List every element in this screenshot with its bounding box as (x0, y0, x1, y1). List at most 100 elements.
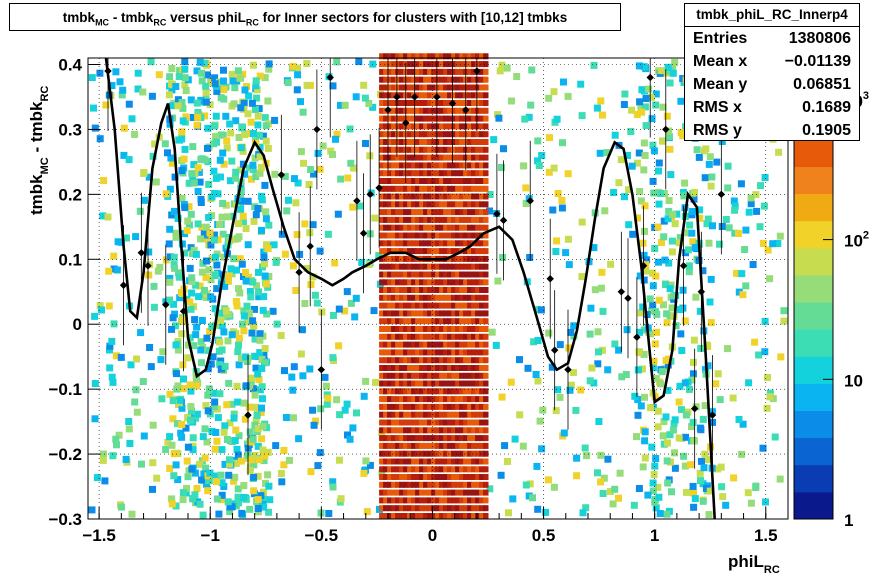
heatmap-cell (383, 255, 389, 262)
heatmap-cell (415, 263, 421, 270)
heatmap-cell (423, 115, 429, 122)
heatmap-cell (387, 294, 393, 301)
heatmap-cell (166, 296, 174, 304)
heatmap-cell (656, 510, 664, 517)
heatmap-cell (204, 407, 212, 415)
heatmap-cell (399, 481, 405, 488)
heatmap-cell (395, 263, 401, 270)
heatmap-cell (443, 403, 449, 410)
heatmap-cell (383, 53, 389, 60)
heatmap-cell (169, 314, 177, 322)
heatmap-cell (251, 452, 259, 459)
heatmap-cell (435, 84, 441, 91)
heatmap-cell (479, 326, 485, 332)
heatmap-cell (383, 279, 389, 286)
heatmap-cell (407, 287, 413, 293)
heatmap-cell (479, 513, 485, 519)
heatmap-cell (403, 419, 409, 426)
heatmap-cell (459, 287, 465, 293)
heatmap-cell (447, 419, 453, 426)
heatmap-cell (399, 271, 405, 278)
heatmap-cell (391, 224, 397, 231)
heatmap-cell (411, 287, 417, 293)
heatmap-cell (467, 396, 473, 403)
heatmap-cell (636, 98, 644, 106)
heatmap-cell (427, 76, 433, 83)
heatmap-cell (431, 513, 437, 519)
heatmap-cell (205, 214, 213, 221)
heatmap-cell (395, 61, 401, 68)
heatmap-cell (242, 353, 250, 361)
heatmap-cell (395, 505, 401, 512)
heatmap-cell (415, 115, 421, 122)
heatmap-cell (387, 232, 393, 239)
heatmap-cell (447, 146, 453, 153)
heatmap-cell (471, 310, 477, 317)
heatmap-cell (391, 310, 397, 317)
heatmap-cell (126, 440, 134, 447)
heatmap-cell (246, 288, 254, 295)
heatmap-cell (431, 388, 437, 395)
heatmap-cell (699, 415, 707, 423)
heatmap-cell (383, 318, 389, 325)
heatmap-cell (439, 326, 445, 332)
heatmap-cell (387, 178, 393, 184)
heatmap-cell (431, 240, 437, 247)
heatmap-cell (479, 185, 485, 192)
heatmap-cell (479, 435, 485, 442)
heatmap-cell (463, 403, 469, 410)
heatmap-cell (759, 239, 767, 247)
heatmap-cell (439, 232, 445, 239)
heatmap-cell (669, 211, 677, 219)
heatmap-cell (459, 442, 465, 449)
heatmap-cell (706, 298, 714, 306)
heatmap-cell (391, 216, 397, 223)
heatmap-cell (463, 489, 469, 496)
heatmap-cell (427, 84, 433, 91)
heatmap-cell (415, 513, 421, 519)
heatmap-cell (635, 485, 643, 492)
heatmap-cell (203, 334, 211, 342)
heatmap-cell (564, 170, 572, 178)
heatmap-cell (203, 480, 210, 488)
heatmap-cell (383, 123, 389, 130)
heatmap-cell (443, 216, 449, 223)
heatmap-cell (407, 326, 413, 332)
heatmap-cell (100, 177, 108, 184)
heatmap-cell (435, 185, 441, 192)
heatmap-cell (383, 435, 389, 442)
heatmap-cell (423, 92, 429, 99)
heatmap-cell (738, 270, 746, 278)
heatmap-cell (673, 210, 681, 218)
heatmap-cell (220, 428, 228, 436)
heatmap-cell (443, 61, 449, 68)
heatmap-cell (435, 411, 441, 418)
heatmap-cell (168, 495, 176, 503)
heatmap-cell (451, 139, 457, 145)
heatmap-cell (423, 435, 429, 442)
heatmap-cell (419, 193, 425, 200)
heatmap-cell (475, 505, 481, 512)
heatmap-cell (455, 209, 461, 216)
heatmap-cell (439, 302, 445, 309)
color-scale-bin (794, 139, 833, 167)
heatmap-cell (184, 217, 192, 225)
heatmap-cell (463, 388, 469, 395)
heatmap-cell (475, 481, 481, 488)
heatmap-cell (423, 357, 429, 364)
heatmap-cell (391, 84, 397, 91)
heatmap-cell (228, 70, 236, 78)
heatmap-cell (516, 356, 523, 364)
heatmap-cell (344, 431, 351, 439)
heatmap-cell (641, 152, 649, 159)
heatmap-cell (749, 261, 757, 268)
heatmap-cell (261, 260, 268, 268)
heatmap-cell (431, 185, 437, 192)
heatmap-cell (447, 201, 453, 208)
heatmap-cell (447, 162, 453, 169)
heatmap-cell (431, 318, 437, 325)
heatmap-cell (459, 411, 465, 418)
heatmap-cell (237, 457, 245, 465)
heatmap-cell (391, 442, 397, 449)
heatmap-cell (179, 104, 187, 112)
